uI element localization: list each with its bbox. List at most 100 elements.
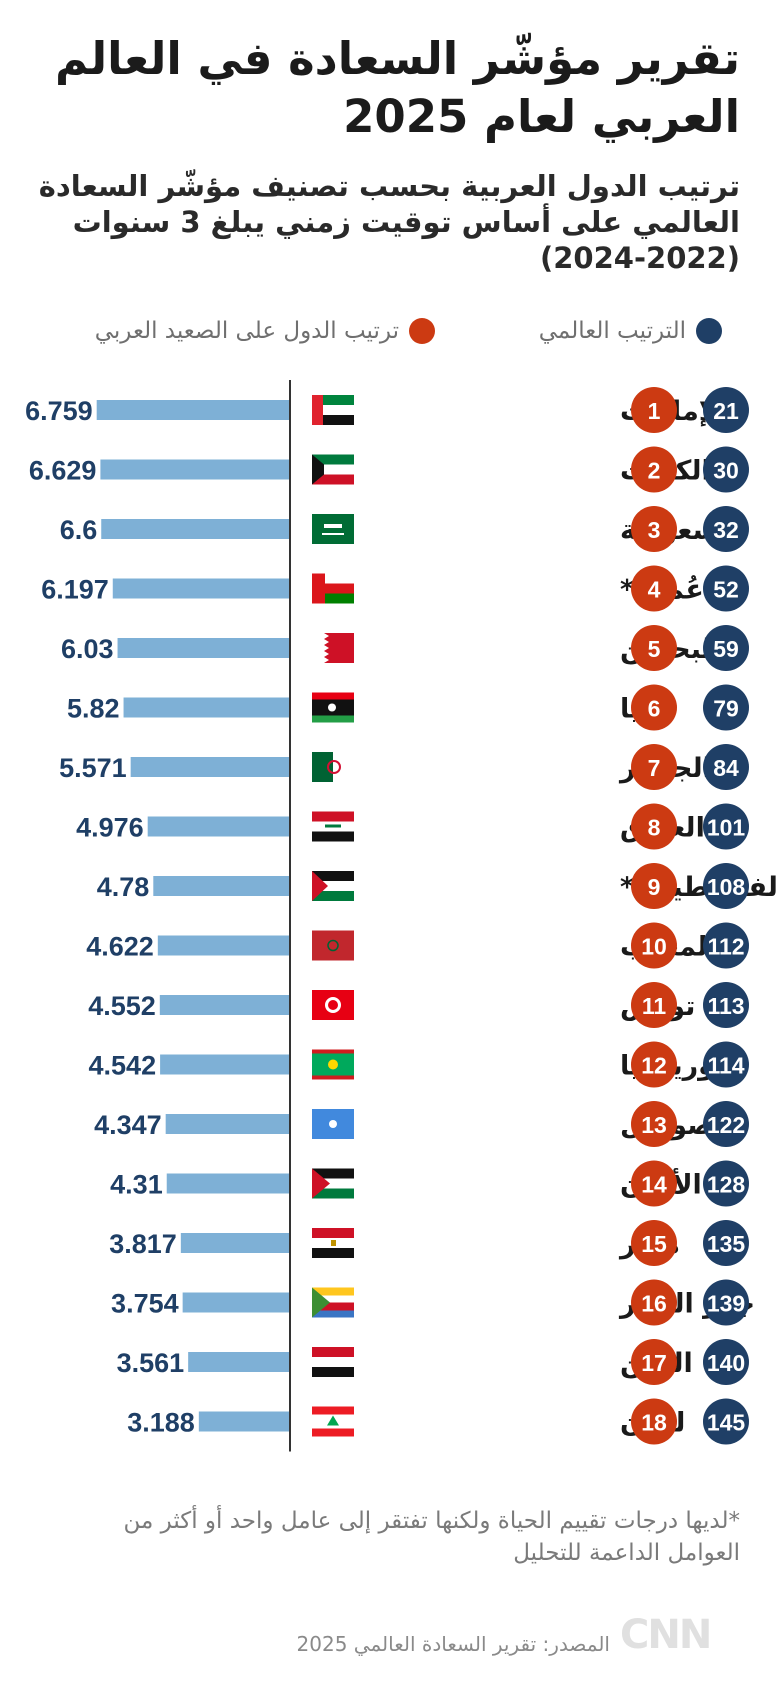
world-rank-label: 108 <box>707 874 746 900</box>
arab-rank-circle <box>631 565 677 612</box>
arab-rank-label: 11 <box>642 993 667 1019</box>
flag-part <box>312 715 354 723</box>
flag-part <box>312 474 354 485</box>
world-rank-circle <box>703 565 749 612</box>
legend-world-rank: الترتيب العالمي <box>539 318 722 344</box>
bahrain-flag-icon <box>312 633 354 663</box>
flag-part <box>312 1302 354 1311</box>
arab-rank-circle <box>631 506 677 552</box>
somalia-flag-icon <box>312 1109 354 1139</box>
flag-part <box>312 415 354 425</box>
flag-part <box>327 1415 339 1426</box>
flag-part <box>312 1178 354 1189</box>
bar <box>153 876 290 896</box>
arab-rank-circle <box>631 1398 677 1445</box>
arab-rank-label: 17 <box>641 1350 667 1376</box>
arab-rank-label: 7 <box>648 755 661 781</box>
world-rank-label: 113 <box>707 993 744 1019</box>
world-rank-label: 135 <box>707 1231 746 1257</box>
tunisia-flag-icon <box>312 990 354 1020</box>
flag-part <box>329 1120 337 1128</box>
world-rank-label: 145 <box>707 1410 746 1436</box>
page-subtitle: ترتيب الدول العربية بحسب تصنيف مؤشّر الس… <box>38 169 740 275</box>
flag-part <box>331 1240 336 1246</box>
value-label: 4.552 <box>88 991 156 1021</box>
flag-part <box>312 395 354 405</box>
flag-part <box>312 831 354 842</box>
arab-rank-circle <box>631 446 677 493</box>
yemen-flag-icon <box>312 1347 354 1377</box>
arab-rank-circle <box>631 982 677 1028</box>
bar <box>157 935 290 956</box>
world-rank-label: 32 <box>713 517 739 543</box>
flag-part <box>312 1357 354 1367</box>
palestine-flag-icon <box>312 871 354 901</box>
bar <box>166 1173 290 1194</box>
arab-rank-label: 8 <box>648 815 661 841</box>
flag-part <box>312 1075 354 1080</box>
arab-rank-label: 4 <box>648 577 661 603</box>
arab-rank-label: 1 <box>648 398 661 424</box>
legend-arab-rank: ترتيب الدول على الصعيد العربي <box>95 318 435 344</box>
flag-part <box>312 1347 354 1357</box>
flag-part <box>312 1168 354 1179</box>
arab-rank-circle <box>631 744 677 790</box>
arab-rank-circle <box>631 1160 677 1207</box>
flag-part <box>312 1168 330 1199</box>
value-label: 3.754 <box>111 1289 179 1319</box>
page-title: تقرير مؤشّر السعادة في العالم العربي لعا… <box>54 32 740 143</box>
world-rank-circle <box>703 684 749 731</box>
bar <box>147 816 290 837</box>
arab-rank-label: 2 <box>648 458 661 484</box>
world-rank-circle <box>703 744 749 790</box>
bar <box>182 1292 290 1313</box>
value-label: 6.197 <box>41 575 109 605</box>
world-rank-circle <box>703 1041 749 1088</box>
world-rank-circle <box>703 1398 749 1445</box>
flag-part <box>324 524 342 528</box>
jordan-flag-icon <box>312 1168 354 1199</box>
value-label: 4.976 <box>76 813 144 843</box>
value-label: 4.78 <box>97 872 150 902</box>
value-label: 5.571 <box>59 753 127 783</box>
flag-part <box>312 811 354 822</box>
flag-part <box>312 395 323 425</box>
bar <box>101 519 291 539</box>
world-rank-circle <box>703 625 749 671</box>
flag-part <box>322 533 344 535</box>
world-rank-circle <box>703 803 749 850</box>
flag-part <box>328 1059 338 1070</box>
flag-part <box>312 1428 354 1437</box>
algeria-flag-icon <box>312 752 354 782</box>
value-label: 6.03 <box>61 634 114 664</box>
arab-rank-circle <box>631 684 677 731</box>
bar <box>123 697 290 718</box>
flag-part <box>312 1295 354 1303</box>
arab-rank-circle <box>631 387 677 433</box>
world-rank-circle <box>703 506 749 552</box>
flag-part <box>312 881 354 891</box>
arab-rank-circle <box>631 625 677 671</box>
world-rank-circle <box>703 922 749 969</box>
world-rank-label: 128 <box>707 1172 746 1198</box>
flag-part <box>312 1310 354 1318</box>
world-rank-circle <box>703 1220 749 1266</box>
flag-part <box>312 1248 354 1258</box>
flag-part <box>327 939 339 952</box>
flag-part <box>312 1287 330 1318</box>
bar <box>117 638 291 658</box>
kuwait-flag-icon <box>312 454 354 485</box>
bar <box>100 459 290 480</box>
flag-part <box>312 454 354 465</box>
flag-part <box>325 824 341 828</box>
flag-part <box>312 514 354 544</box>
flag-part <box>312 583 354 594</box>
arab-rank-label: 10 <box>641 934 667 960</box>
cnn-arabic-logo: CNN <box>620 1612 712 1658</box>
flag-part <box>312 1287 354 1296</box>
arab-rank-circle <box>631 1279 677 1326</box>
comoros-flag-icon <box>312 1287 354 1318</box>
arab-rank-label: 6 <box>648 696 661 722</box>
flag-part <box>312 891 354 901</box>
flag-part <box>312 1228 354 1238</box>
